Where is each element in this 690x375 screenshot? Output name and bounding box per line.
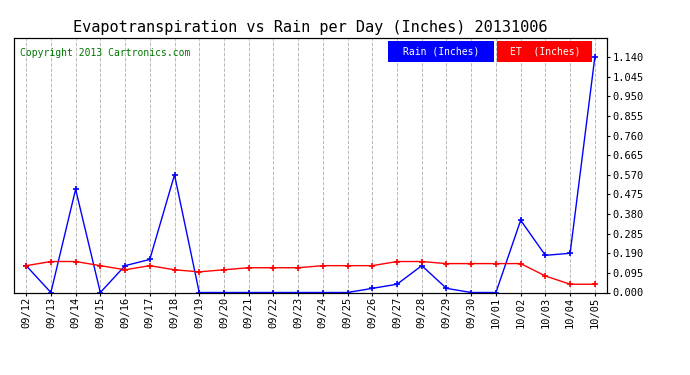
Text: Rain (Inches): Rain (Inches) xyxy=(403,46,480,57)
Text: ET  (Inches): ET (Inches) xyxy=(510,46,580,57)
FancyBboxPatch shape xyxy=(388,41,495,62)
Title: Evapotranspiration vs Rain per Day (Inches) 20131006: Evapotranspiration vs Rain per Day (Inch… xyxy=(73,20,548,35)
Text: Copyright 2013 Cartronics.com: Copyright 2013 Cartronics.com xyxy=(20,48,190,58)
FancyBboxPatch shape xyxy=(497,41,593,62)
